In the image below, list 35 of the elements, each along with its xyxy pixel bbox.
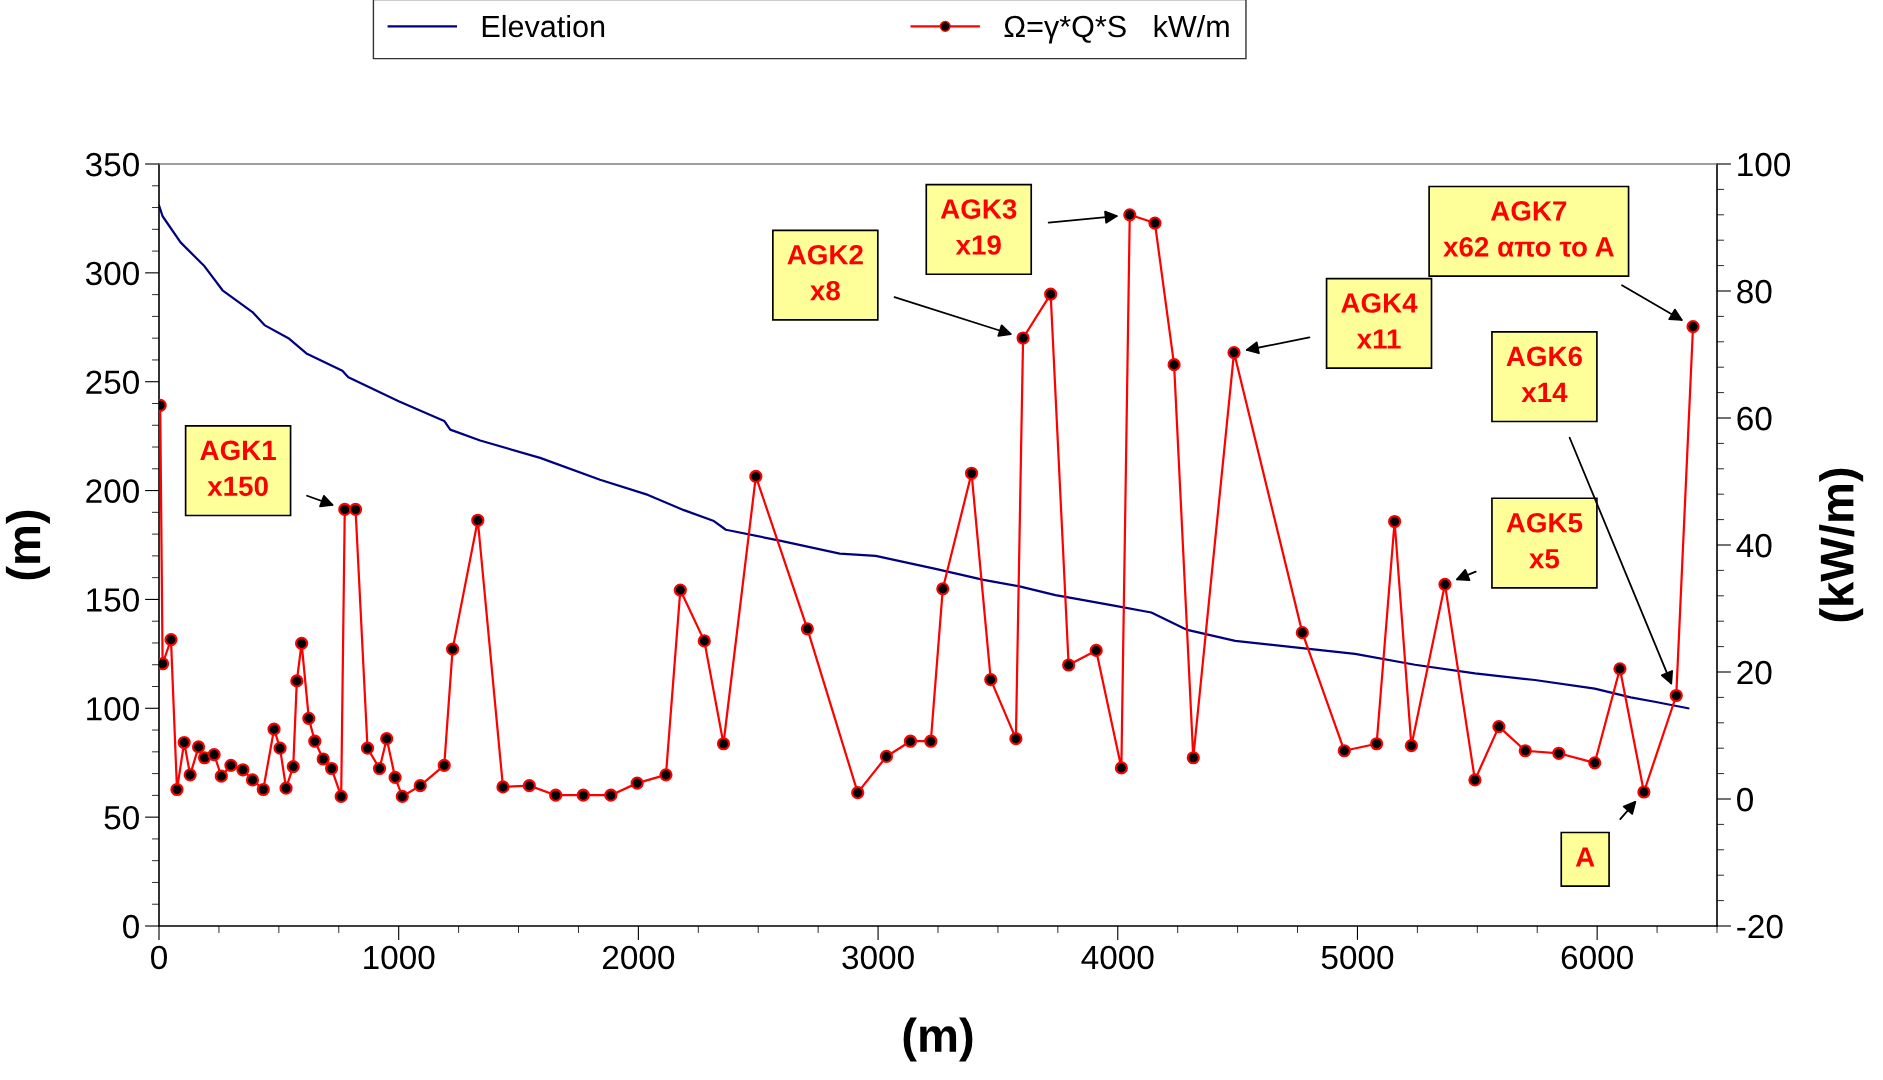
annotation: AGK5 x5 bbox=[1506, 512, 1583, 569]
x-tick-label: 2000 bbox=[602, 945, 675, 970]
y-tick-label: 350 bbox=[85, 152, 139, 177]
x-axis-title: (m) bbox=[903, 1017, 973, 1062]
x-tick-label: 1000 bbox=[364, 945, 435, 970]
y2-tick-label: 100 bbox=[1738, 152, 1791, 177]
annotation: AGK3 x19 bbox=[940, 199, 1017, 255]
y2-tick-label: -20 bbox=[1737, 914, 1783, 939]
y2-tick-label: 60 bbox=[1737, 406, 1772, 431]
x-tick-label: 3000 bbox=[842, 945, 914, 970]
annotation: AGK1 x150 bbox=[200, 440, 276, 497]
annotation: AGK4 x11 bbox=[1341, 293, 1418, 349]
y-axis-title: (m) bbox=[5, 510, 50, 580]
annotation: AGK6 x14 bbox=[1506, 346, 1583, 402]
x-tick-label: 6000 bbox=[1561, 945, 1633, 970]
y2-axis-title: (kW/m) bbox=[1819, 468, 1864, 622]
y-tick-label: 300 bbox=[85, 261, 139, 286]
y-tick-label: 100 bbox=[87, 697, 139, 721]
y-tick-label: 250 bbox=[86, 370, 139, 395]
legend-label: Ω=γ*Q*S kW/m bbox=[1004, 14, 1229, 44]
annotation: AGK7 x62 απο το A bbox=[1443, 201, 1614, 257]
annotation: A bbox=[1575, 847, 1595, 867]
legend-label: Elevation bbox=[482, 14, 605, 38]
y2-tick-label: 40 bbox=[1736, 533, 1772, 558]
y-tick-label: 50 bbox=[104, 805, 139, 830]
y2-tick-label: 20 bbox=[1737, 660, 1772, 685]
x-tick-label: 0 bbox=[151, 945, 167, 970]
y2-tick-label: 80 bbox=[1737, 279, 1772, 304]
y-tick-label: 150 bbox=[87, 588, 139, 612]
annotation: AGK2 x8 bbox=[787, 244, 863, 301]
y-tick-label: 200 bbox=[86, 479, 139, 503]
x-tick-label: 5000 bbox=[1321, 945, 1394, 970]
x-tick-label: 4000 bbox=[1081, 945, 1154, 970]
y2-tick-label: 0 bbox=[1737, 787, 1753, 812]
y-tick-label: 0 bbox=[123, 914, 139, 939]
